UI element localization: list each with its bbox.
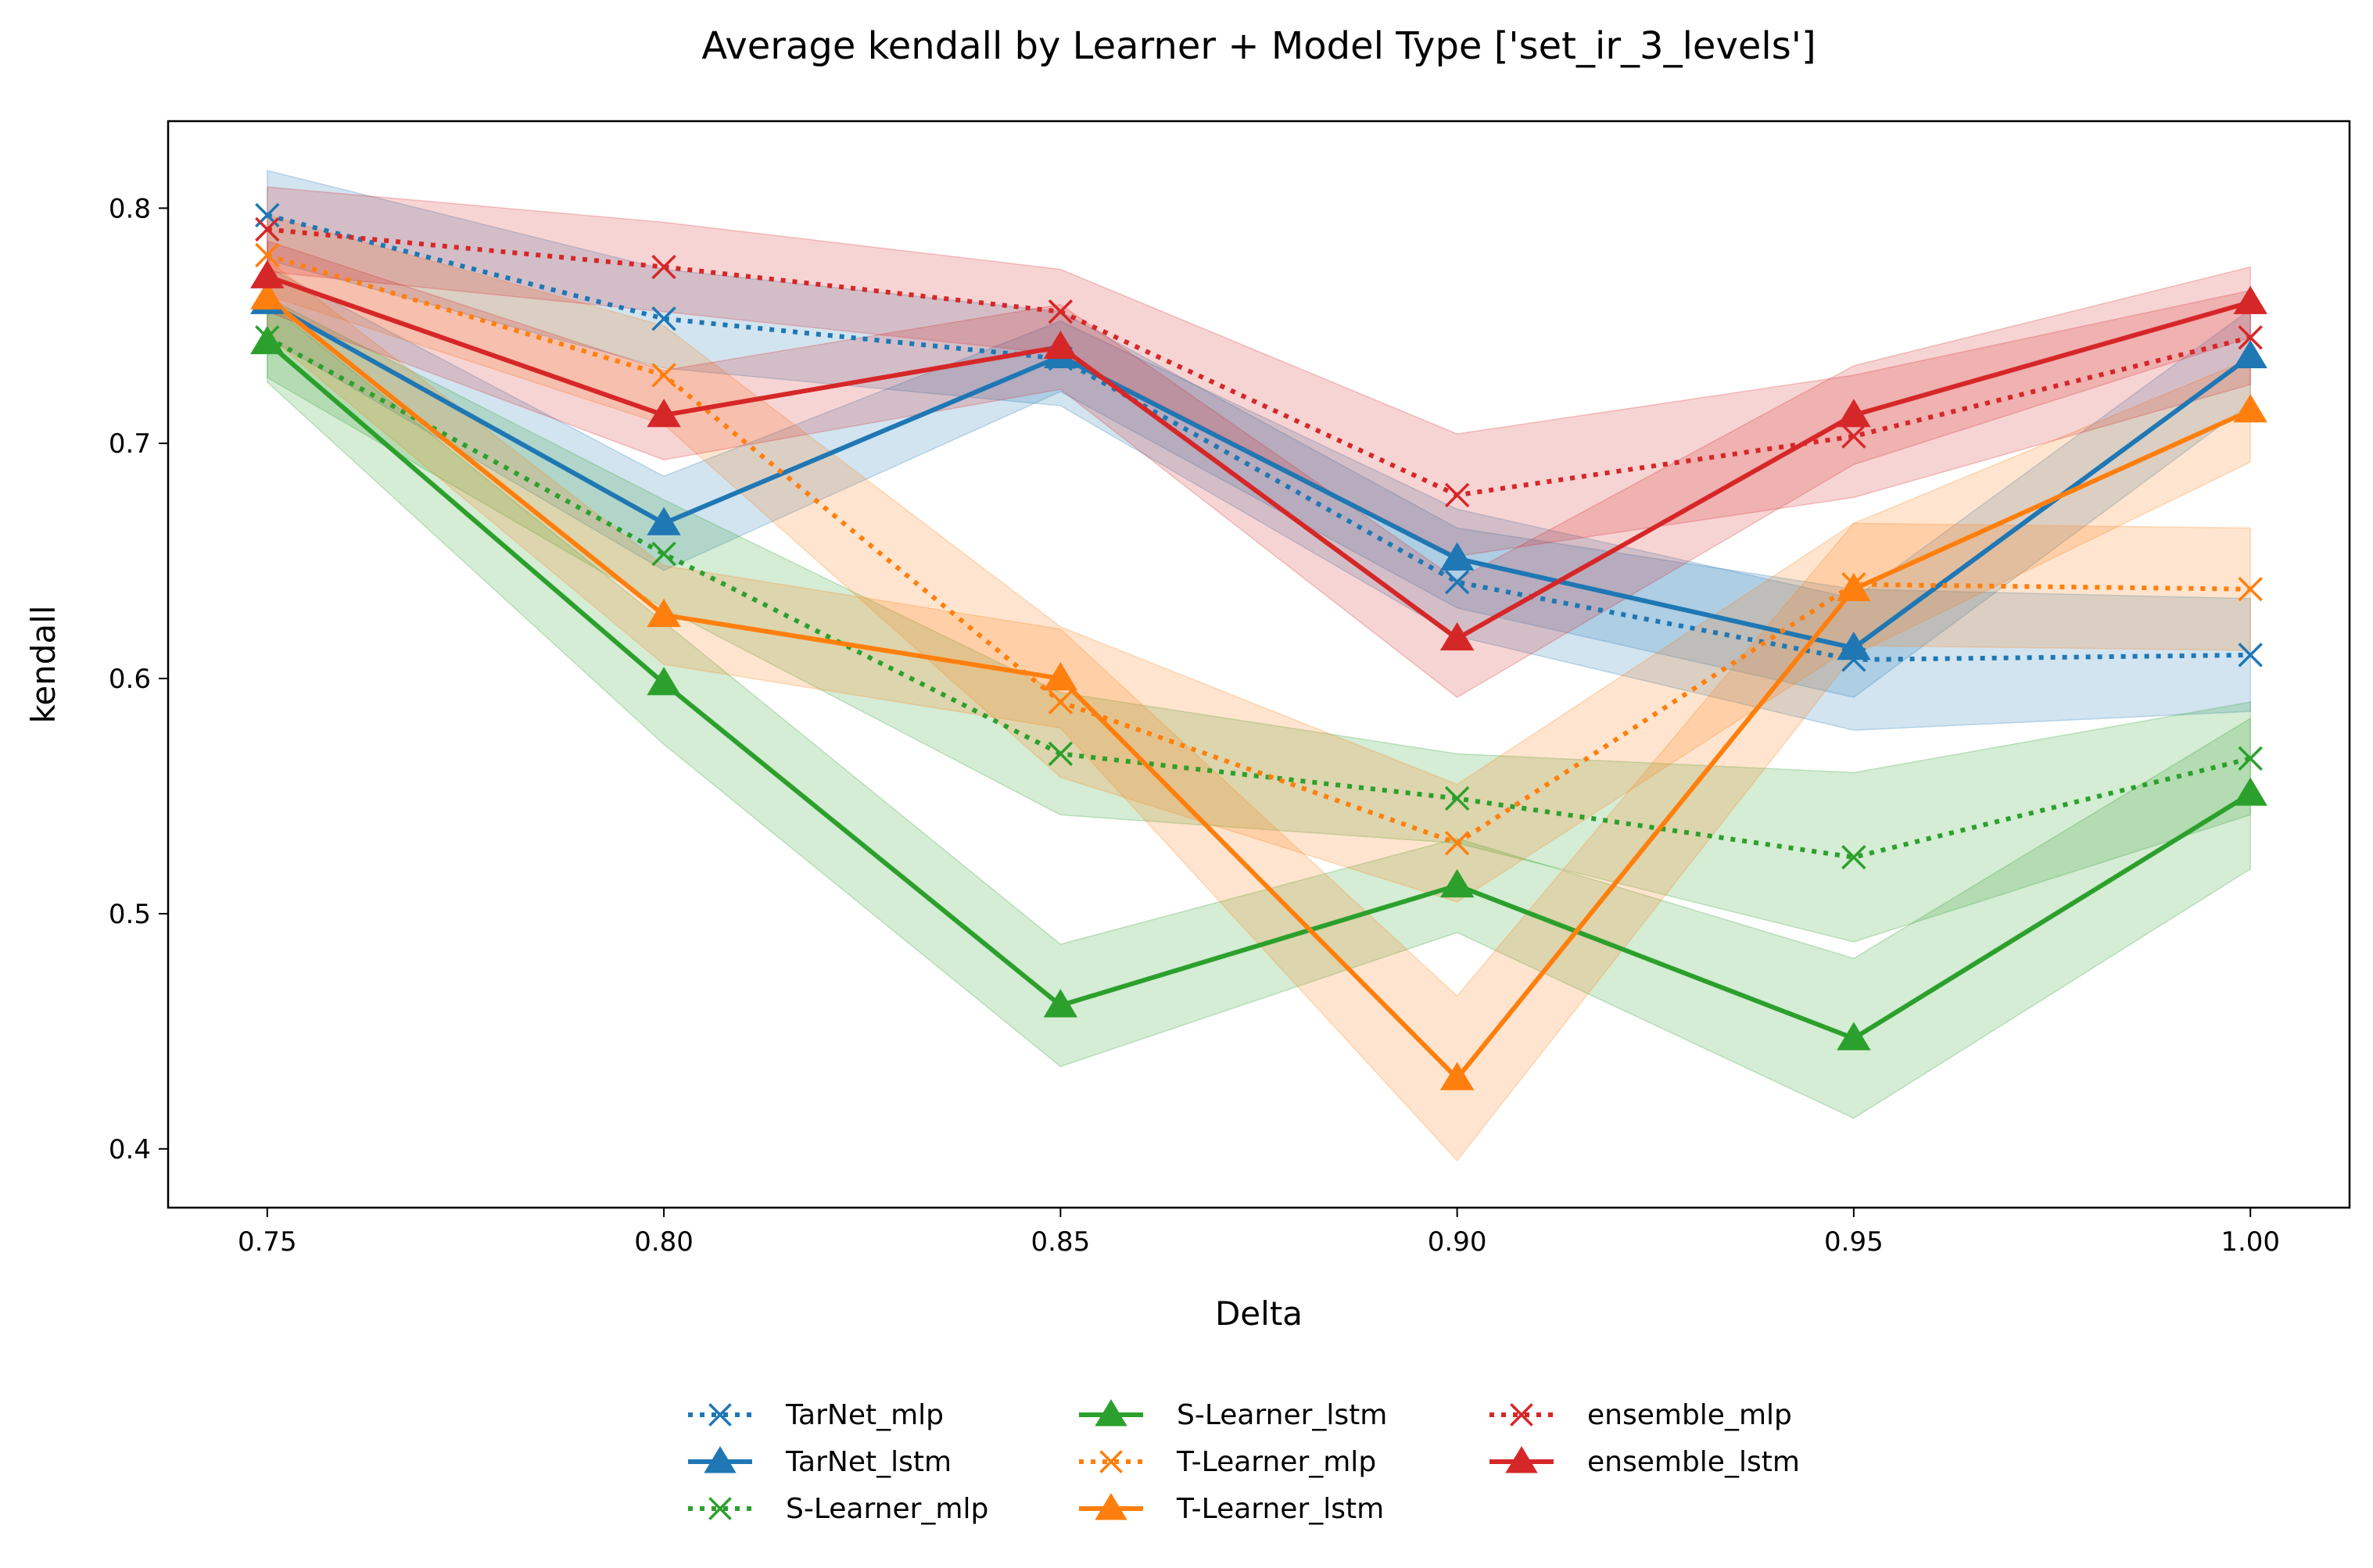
point-t-learner-lstm <box>647 598 681 628</box>
point-s-learner-lstm <box>1043 989 1078 1018</box>
line-t-learner-mlp <box>266 252 2251 846</box>
legend-marker-tarnet-lstm <box>704 1446 737 1473</box>
point-s-learner-lstm <box>647 667 681 696</box>
point-ensemble-lstm <box>1439 621 1475 651</box>
point-tarnet-lstm <box>1439 542 1475 571</box>
x-axis-label: Delta <box>1215 1294 1303 1333</box>
line-s-learner-lstm <box>265 340 2252 1041</box>
point-s-learner-lstm <box>1837 1022 1871 1051</box>
x-tick-label: 0.90 <box>1428 1226 1487 1258</box>
point-s-learner-mlp <box>1048 741 1074 767</box>
line-t-learner-lstm <box>265 295 2252 1081</box>
point-tarnet-lstm <box>647 507 681 535</box>
point-t-learner-mlp <box>255 242 280 268</box>
band-ensemble-mlp <box>267 186 2251 557</box>
legend-entry-tarnet-lstm: TarNet_lstm <box>688 1446 952 1478</box>
point-ensemble-mlp <box>255 217 280 242</box>
y-axis-ticks: 0.4 0.5 0.6 0.7 0.8 <box>109 193 168 1165</box>
point-ensemble-lstm <box>647 399 681 428</box>
line-tarnet-lstm <box>266 300 2252 650</box>
line-tarnet-mlp <box>267 213 2251 662</box>
point-t-learner-lstm <box>250 281 285 310</box>
legend-entry-s-learner-mlp: S-Learner_mlp <box>688 1493 988 1525</box>
x-tick-label: 0.85 <box>1031 1226 1091 1258</box>
legend-label-ensemble-lstm: ensemble_lstm <box>1587 1446 1800 1478</box>
point-tarnet-mlp <box>651 306 676 331</box>
legend-marker-t-learner-lstm <box>1095 1493 1127 1520</box>
point-s-learner-mlp <box>1841 845 1866 870</box>
confidence-bands <box>267 170 2251 1162</box>
point-ensemble-mlp <box>651 254 676 280</box>
point-s-learner-mlp <box>651 541 676 567</box>
legend: TarNet_mlp TarNet_lstm S-Learner_mlp S-Lear… <box>688 1399 1800 1525</box>
y-tick-label: 0.5 <box>109 899 151 930</box>
point-ensemble-mlp <box>2238 325 2263 350</box>
point-t-learner-lstm <box>2233 394 2267 423</box>
point-t-learner-lstm <box>1837 572 1871 601</box>
point-ensemble-lstm <box>250 260 285 288</box>
point-t-learner-lstm <box>1043 662 1078 691</box>
point-t-learner-mlp <box>1048 689 1074 714</box>
point-ensemble-mlp <box>1841 424 1866 449</box>
legend-label-t-learner-lstm: T-Learner_lstm <box>1176 1493 1384 1525</box>
point-tarnet-lstm <box>1837 631 1871 660</box>
line-s-learner-mlp <box>266 335 2251 860</box>
legend-marker-s-learner-mlp <box>708 1497 732 1520</box>
point-s-learner-mlp <box>1444 786 1470 811</box>
x-tick-label: 0.95 <box>1824 1226 1884 1258</box>
point-tarnet-lstm <box>2233 339 2267 369</box>
x-tick-label: 0.75 <box>238 1226 297 1258</box>
point-tarnet-mlp <box>2238 643 2263 668</box>
x-tick-label: 0.80 <box>634 1226 694 1258</box>
point-ensemble-mlp <box>1444 482 1470 508</box>
point-s-learner-lstm <box>250 325 285 355</box>
legend-entry-s-learner-lstm: S-Learner_lstm <box>1079 1399 1387 1431</box>
legend-marker-ensemble-mlp <box>1510 1403 1533 1427</box>
legend-marker-ensemble-lstm <box>1505 1446 1538 1473</box>
legend-entry-tarnet-mlp: TarNet_mlp <box>688 1399 944 1431</box>
legend-label-s-learner-mlp: S-Learner_mlp <box>786 1493 988 1525</box>
point-ensemble-lstm <box>1837 399 1871 428</box>
legend-entry-ensemble-mlp: ensemble_mlp <box>1489 1399 1792 1431</box>
band-t-learner-lstm <box>267 258 2251 1162</box>
point-ensemble-lstm <box>2233 285 2267 314</box>
point-s-learner-lstm <box>1439 868 1475 898</box>
series-lines <box>265 213 2252 1081</box>
legend-entry-t-learner-lstm: T-Learner_lstm <box>1079 1493 1384 1525</box>
legend-marker-tarnet-mlp <box>708 1403 732 1427</box>
point-s-learner-lstm <box>2233 777 2267 806</box>
line-ensemble-mlp <box>267 227 2251 498</box>
x-tick-label: 1.00 <box>2221 1226 2280 1258</box>
point-s-learner-mlp <box>2238 746 2263 771</box>
point-tarnet-mlp <box>1444 570 1470 595</box>
plot-area-frame <box>167 120 2351 1209</box>
legend-entry-ensemble-lstm: ensemble_lstm <box>1489 1446 1800 1478</box>
point-t-learner-lstm <box>1439 1061 1475 1090</box>
band-s-learner-lstm <box>267 301 2251 1119</box>
series-markers <box>250 202 2267 1090</box>
y-tick-label: 0.6 <box>109 664 151 695</box>
point-ensemble-mlp <box>1048 299 1074 324</box>
y-tick-label: 0.8 <box>109 193 151 224</box>
line-ensemble-lstm <box>266 274 2252 641</box>
point-ensemble-lstm <box>1043 330 1078 360</box>
legend-label-tarnet-mlp: TarNet_mlp <box>785 1399 944 1431</box>
point-t-learner-mlp <box>1444 830 1470 856</box>
point-t-learner-mlp <box>651 363 676 388</box>
y-axis-label: kendall <box>24 605 63 723</box>
y-tick-label: 0.7 <box>109 428 151 460</box>
legend-label-tarnet-lstm: TarNet_lstm <box>785 1446 952 1478</box>
point-t-learner-mlp <box>2238 577 2263 602</box>
legend-entry-t-learner-mlp: T-Learner_mlp <box>1079 1446 1376 1478</box>
legend-label-s-learner-lstm: S-Learner_lstm <box>1177 1399 1387 1431</box>
y-tick-label: 0.4 <box>109 1134 151 1165</box>
legend-marker-t-learner-mlp <box>1099 1450 1123 1473</box>
legend-label-ensemble-mlp: ensemble_mlp <box>1587 1399 1792 1431</box>
legend-marker-s-learner-lstm <box>1095 1399 1127 1427</box>
legend-label-t-learner-mlp: T-Learner_mlp <box>1176 1446 1376 1478</box>
x-axis-ticks: 0.75 0.80 0.85 0.90 0.95 1.00 <box>238 1208 2280 1258</box>
chart-title: Average kendall by Learner + Model Type … <box>701 24 1816 68</box>
